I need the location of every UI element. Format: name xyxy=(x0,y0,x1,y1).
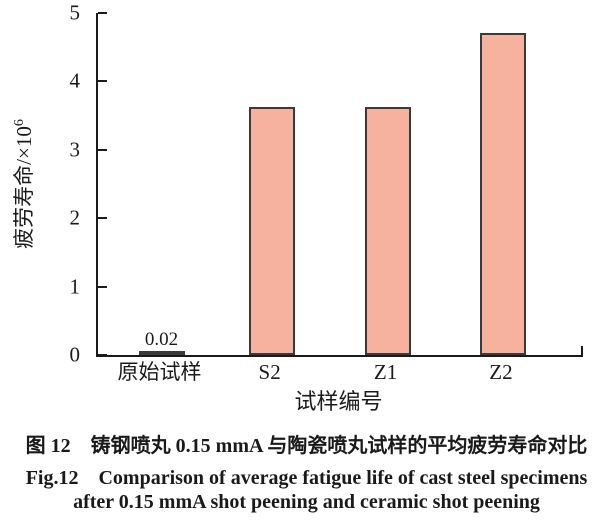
caption-english-line1: Fig.12 Comparison of average fatigue lif… xyxy=(25,467,588,489)
y-tick-label: 1 xyxy=(69,274,81,299)
y-tick-label: 4 xyxy=(69,68,81,93)
bar-Z1 xyxy=(364,107,411,355)
caption-chinese: 图 12 铸钢喷丸 0.15 mmA 与陶瓷喷丸试样的平均疲劳寿命对比 xyxy=(25,435,588,457)
y-tick-label: 0 xyxy=(69,342,81,367)
bar-S2 xyxy=(248,106,295,355)
y-tick xyxy=(98,217,107,220)
y-tick xyxy=(98,12,107,14)
x-tick-label: Z2 xyxy=(489,360,513,384)
y-tick-label: 5 xyxy=(69,0,81,25)
y-tick xyxy=(98,354,107,356)
x-tick-labels: 原始试样 S2 Z1 Z2 xyxy=(96,360,581,385)
y-tick xyxy=(98,285,107,288)
y-tick xyxy=(98,80,107,83)
x-tick-label: Z1 xyxy=(373,360,398,384)
caption-english-line2: after 0.15 mmA shot peening and ceramic … xyxy=(73,491,540,513)
x-tick-label: 原始试样 xyxy=(117,360,202,384)
y-tick-labels: 0 1 2 3 4 5 xyxy=(0,2,88,365)
x-tick-label: S2 xyxy=(258,360,281,384)
y-tick xyxy=(98,148,107,151)
y-tick-label: 2 xyxy=(69,205,81,230)
bar-Z2 xyxy=(479,32,526,355)
x-axis-end-tick xyxy=(581,346,583,355)
bar-value-label: 0.02 xyxy=(144,328,179,350)
y-tick-label: 3 xyxy=(69,137,81,162)
bar-原始试样 xyxy=(138,351,185,355)
x-axis-title: 试样编号 xyxy=(294,389,383,414)
plot-area: 0.02 xyxy=(96,12,583,357)
